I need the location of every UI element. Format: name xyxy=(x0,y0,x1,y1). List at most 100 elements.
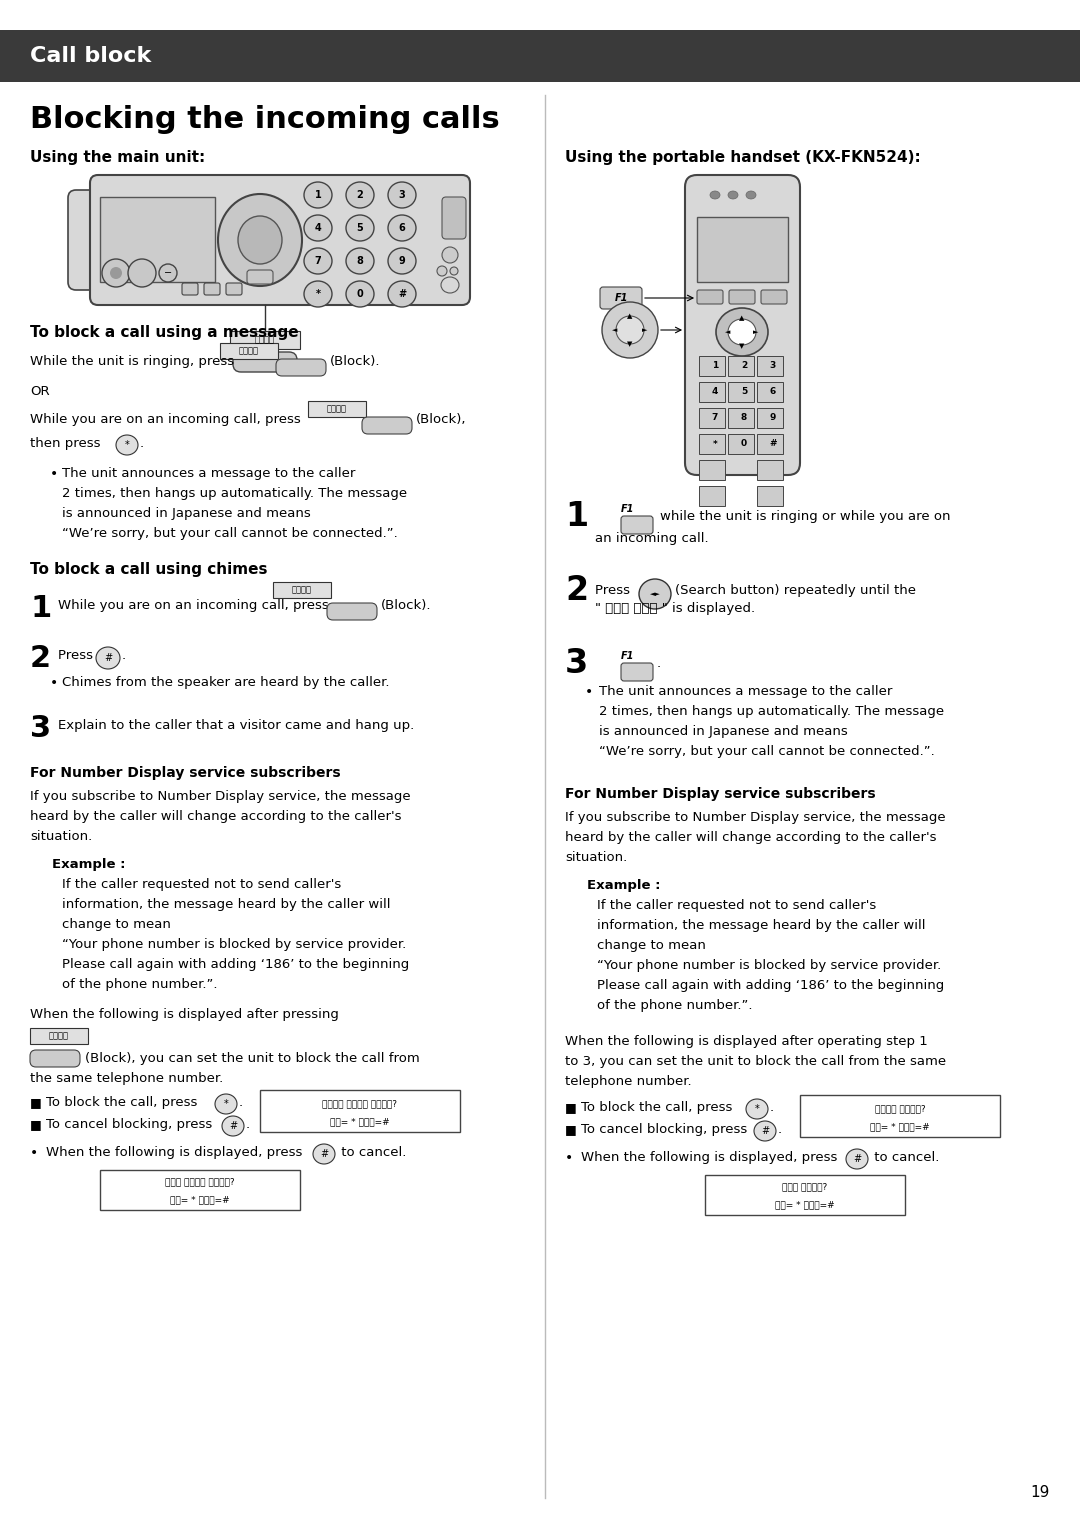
Text: While the unit is ringing, press: While the unit is ringing, press xyxy=(30,354,234,368)
Text: #: # xyxy=(104,652,112,663)
Text: to cancel.: to cancel. xyxy=(337,1146,406,1160)
Text: Press: Press xyxy=(58,649,97,662)
Text: information, the message heard by the caller will: information, the message heard by the ca… xyxy=(597,918,926,932)
Text: Example :: Example : xyxy=(588,879,661,892)
Text: an incoming call.: an incoming call. xyxy=(595,532,708,545)
Ellipse shape xyxy=(639,579,671,610)
Text: 7: 7 xyxy=(314,257,322,266)
Text: *: * xyxy=(315,289,321,299)
Text: 通話拒否: 通話拒否 xyxy=(49,1031,69,1041)
Bar xyxy=(308,400,366,417)
Bar xyxy=(757,434,783,454)
Ellipse shape xyxy=(129,260,156,287)
FancyBboxPatch shape xyxy=(30,1050,80,1067)
Text: *: * xyxy=(224,1099,228,1109)
Text: ■: ■ xyxy=(565,1123,577,1135)
Text: メイワク セッテイ シマスカ?: メイワク セッテイ シマスカ? xyxy=(323,1100,397,1108)
Text: −: − xyxy=(164,267,172,278)
Text: (Search button) repeatedly until the: (Search button) repeatedly until the xyxy=(675,584,916,597)
Text: キョヒ セッテイ シマスカ?: キョヒ セッテイ シマスカ? xyxy=(165,1178,234,1187)
Ellipse shape xyxy=(442,248,458,263)
Text: ハイ= * イイエ=#: ハイ= * イイエ=# xyxy=(775,1201,835,1210)
Text: #: # xyxy=(320,1149,328,1160)
Text: *: * xyxy=(124,440,130,451)
Text: 8: 8 xyxy=(741,414,747,423)
FancyBboxPatch shape xyxy=(621,663,653,681)
Text: *: * xyxy=(713,440,717,449)
Ellipse shape xyxy=(222,1115,244,1135)
Text: •: • xyxy=(565,1151,573,1164)
Ellipse shape xyxy=(388,248,416,274)
Text: F1: F1 xyxy=(621,651,634,662)
Text: ▼: ▼ xyxy=(740,342,745,348)
Ellipse shape xyxy=(437,266,447,277)
Text: is announced in Japanese and means: is announced in Japanese and means xyxy=(62,507,311,520)
Text: 1: 1 xyxy=(712,362,718,370)
Ellipse shape xyxy=(450,267,458,275)
Text: To block the call, press: To block the call, press xyxy=(46,1096,202,1109)
Text: If the caller requested not to send caller's: If the caller requested not to send call… xyxy=(62,879,341,891)
Text: For Number Display service subscribers: For Number Display service subscribers xyxy=(30,766,340,779)
Text: “We’re sorry, but your call cannot be connected.”.: “We’re sorry, but your call cannot be co… xyxy=(62,527,397,539)
Ellipse shape xyxy=(388,182,416,208)
Text: The unit announces a message to the caller: The unit announces a message to the call… xyxy=(62,468,355,480)
Text: Chimes from the speaker are heard by the caller.: Chimes from the speaker are heard by the… xyxy=(62,675,390,689)
Text: ■: ■ xyxy=(30,1118,42,1131)
Text: F1: F1 xyxy=(621,504,634,513)
Text: 6: 6 xyxy=(770,388,777,396)
Ellipse shape xyxy=(388,281,416,307)
Bar xyxy=(697,217,788,283)
Text: #: # xyxy=(761,1126,769,1135)
Text: 1: 1 xyxy=(30,594,51,623)
Text: the same telephone number.: the same telephone number. xyxy=(30,1073,224,1085)
Text: Explain to the caller that a visitor came and hang up.: Explain to the caller that a visitor cam… xyxy=(58,720,415,732)
Text: Call block: Call block xyxy=(30,46,151,66)
Bar xyxy=(699,486,725,506)
Ellipse shape xyxy=(215,1094,237,1114)
Text: Using the main unit:: Using the main unit: xyxy=(30,150,205,165)
Text: #: # xyxy=(229,1122,238,1131)
Bar xyxy=(728,434,754,454)
Text: ◄: ◄ xyxy=(726,329,731,335)
Ellipse shape xyxy=(754,1122,777,1141)
Bar xyxy=(728,382,754,402)
Text: If you subscribe to Number Display service, the message: If you subscribe to Number Display servi… xyxy=(565,811,946,824)
Text: •: • xyxy=(585,685,593,698)
Text: heard by the caller will change according to the caller's: heard by the caller will change accordin… xyxy=(565,831,936,843)
Text: of the phone number.”.: of the phone number.”. xyxy=(62,978,217,992)
Text: When the following is displayed, press: When the following is displayed, press xyxy=(581,1151,841,1164)
Text: 9: 9 xyxy=(770,414,777,423)
Bar xyxy=(699,356,725,376)
Text: “Your phone number is blocked by service provider.: “Your phone number is blocked by service… xyxy=(597,960,942,972)
FancyBboxPatch shape xyxy=(621,516,653,533)
Text: To block the call, press: To block the call, press xyxy=(581,1102,737,1114)
Text: “We’re sorry, but your call cannot be connected.”.: “We’re sorry, but your call cannot be co… xyxy=(599,746,935,758)
Text: While you are on an incoming call, press: While you are on an incoming call, press xyxy=(58,599,328,613)
Text: .: . xyxy=(140,437,144,451)
Bar xyxy=(757,408,783,428)
Text: When the following is displayed after pressing: When the following is displayed after pr… xyxy=(30,1008,339,1021)
Ellipse shape xyxy=(346,281,374,307)
Text: 2: 2 xyxy=(565,575,589,607)
Text: 8: 8 xyxy=(356,257,364,266)
FancyBboxPatch shape xyxy=(68,189,100,290)
Text: Press: Press xyxy=(595,584,634,597)
Text: ハイ= * イイエ=#: ハイ= * イイエ=# xyxy=(870,1123,930,1132)
Text: 5: 5 xyxy=(356,223,363,232)
Text: to cancel.: to cancel. xyxy=(870,1151,940,1164)
Text: •: • xyxy=(50,675,58,691)
Text: 2 times, then hangs up automatically. The message: 2 times, then hangs up automatically. Th… xyxy=(599,704,944,718)
Text: *: * xyxy=(755,1105,759,1114)
Text: while the unit is ringing or while you are on: while the unit is ringing or while you a… xyxy=(660,510,950,523)
Text: To cancel blocking, press: To cancel blocking, press xyxy=(46,1118,216,1131)
Text: situation.: situation. xyxy=(565,851,627,863)
Text: (Block),: (Block), xyxy=(416,413,467,426)
Ellipse shape xyxy=(346,182,374,208)
Bar xyxy=(757,356,783,376)
Text: telephone number.: telephone number. xyxy=(565,1076,691,1088)
Ellipse shape xyxy=(159,264,177,283)
Bar xyxy=(30,1028,87,1044)
Text: situation.: situation. xyxy=(30,830,92,843)
Ellipse shape xyxy=(716,309,768,356)
Text: ■: ■ xyxy=(30,1096,42,1109)
